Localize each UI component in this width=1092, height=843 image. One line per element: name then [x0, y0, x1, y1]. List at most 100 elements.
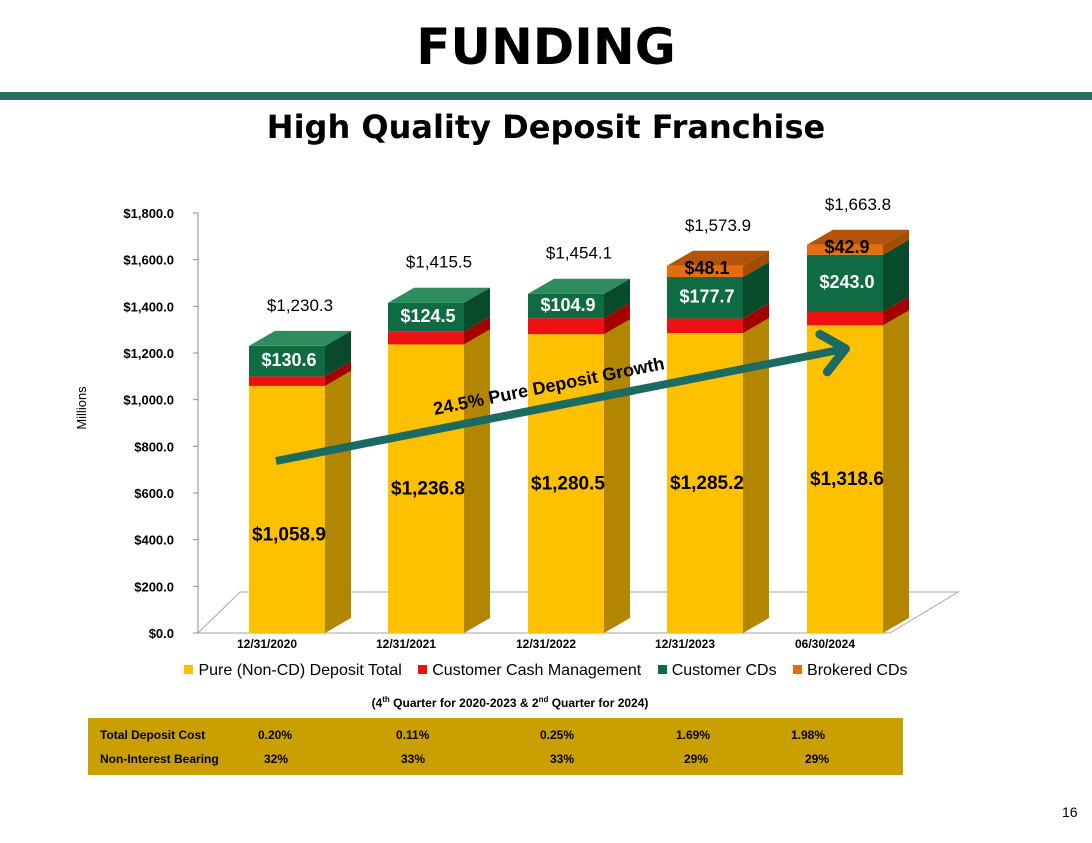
page-title: FUNDING: [416, 18, 676, 76]
y-tick-label: $0.0: [149, 626, 174, 641]
bar-segment-side: [883, 296, 909, 326]
stats-cell: 1.69%: [676, 728, 711, 742]
bar-segment: [249, 376, 325, 386]
bar-total-label: $1,230.3: [267, 296, 333, 315]
x-tick-label: 12/31/2021: [376, 637, 436, 651]
bar-segment-side: [883, 310, 909, 633]
stats-cell: 33%: [401, 752, 426, 766]
bar-value-label: $1,285.2: [670, 473, 744, 494]
stats-cell: 32%: [264, 752, 289, 766]
stats-cell: 0.11%: [396, 728, 430, 742]
bar-segment-side: [743, 250, 769, 277]
x-tick-label: 12/31/2022: [516, 637, 576, 651]
bar-value-label: $48.1: [684, 258, 729, 278]
stats-row-label: Total Deposit Cost: [100, 728, 206, 742]
chart-legend: Pure (Non-CD) Deposit Total Customer Cas…: [0, 662, 1092, 680]
bar-segment: [667, 318, 743, 334]
y-axis-title: Millions: [74, 386, 89, 430]
bar-segment-side: [325, 330, 351, 377]
stats-cell: 29%: [805, 752, 830, 766]
bar-total-label: $1,663.8: [825, 195, 891, 214]
legend-swatch: [657, 665, 667, 674]
bar-segment: [388, 331, 464, 345]
bar-segment: [807, 254, 883, 312]
bar-top: [388, 287, 490, 303]
bar-segment-side: [743, 318, 769, 633]
bar-top: [667, 250, 769, 266]
y-tick-label: $1,600.0: [123, 253, 174, 268]
chart-labels: 12/31/2020 12/31/2021 12/31/2022 12/31/2023…: [237, 195, 891, 651]
bar-value-label: $1,318.6: [810, 469, 884, 490]
chart-axes: $0.0 $200.0 $400.0 $600.0 $800.0 $1,000.0 $1,2…: [123, 206, 199, 641]
bar-segment: [807, 325, 883, 633]
x-tick-label: 06/30/2024: [795, 637, 855, 651]
bar-segment-side: [883, 239, 909, 312]
stats-cell: 29%: [684, 752, 709, 766]
bar-segment: [807, 311, 883, 326]
y-tick-label: $1,400.0: [123, 299, 174, 314]
page-number: 16: [1062, 804, 1078, 820]
bar-segment: [388, 302, 464, 332]
y-tick-label: $1,800.0: [123, 206, 174, 221]
legend-swatch: [184, 665, 194, 674]
y-tick-label: $600.0: [134, 486, 174, 501]
bar-segment-side: [464, 329, 490, 633]
bar-segment: [528, 293, 604, 319]
deposit-stats-table: Total Deposit Cost 0.20% 0.11% 0.25% 1.6…: [88, 718, 903, 775]
bar-value-label: $130.6: [261, 350, 316, 370]
bar-segment-side: [743, 303, 769, 334]
footnote-sup: th: [382, 695, 390, 704]
legend-swatch: [793, 665, 803, 674]
stats-row-label: Non-Interest Bearing: [100, 752, 219, 766]
bar-segment-side: [464, 287, 490, 332]
bar-segment: [249, 345, 325, 377]
bar-total-label: $1,454.1: [546, 244, 612, 263]
bar-top: [528, 278, 630, 294]
y-tick-label: $200.0: [134, 579, 174, 594]
x-tick-label: 12/31/2020: [237, 637, 297, 651]
page-subtitle: High Quality Deposit Franchise: [266, 108, 826, 146]
bar-total-label: $1,573.9: [685, 216, 751, 235]
stats-cell: 1.98%: [791, 728, 826, 742]
growth-arrow: [275, 329, 850, 465]
stats-cell: 0.25%: [540, 728, 575, 742]
bar-segment: [528, 334, 604, 633]
bar-top: [807, 229, 909, 245]
footnote-text: Quarter for 2020-2023 & 2: [389, 696, 539, 710]
footnote-sup: nd: [538, 695, 549, 704]
x-tick-label: 12/31/2023: [655, 637, 715, 651]
bar-segment-side: [464, 316, 490, 345]
y-tick-label: $1,200.0: [123, 346, 174, 361]
stats-cell: 33%: [550, 752, 575, 766]
bar-segment-side: [883, 229, 909, 255]
stats-row-total-deposit-cost: Total Deposit Cost 0.20% 0.11% 0.25% 1.6…: [88, 728, 903, 748]
bar-segment-side: [604, 303, 630, 335]
legend-label: Pure (Non-CD) Deposit Total: [198, 662, 402, 679]
bar-value-label: $1,236.8: [391, 479, 465, 500]
bar-segment-side: [325, 361, 351, 386]
legend-label: Customer CDs: [671, 662, 777, 679]
bar-segment: [667, 265, 743, 277]
footnote-text: Quarter for 2024): [548, 696, 649, 710]
bar-value-label: $124.5: [400, 306, 455, 326]
bar-segment: [667, 276, 743, 319]
bar-segment: [388, 344, 464, 633]
bar-segment: [249, 385, 325, 633]
legend-item-customer-cds: Customer CDs: [657, 662, 777, 680]
bar-segment-side: [604, 278, 630, 319]
chart-bars: [249, 229, 909, 633]
bar-top: [249, 330, 351, 346]
stats-row-non-interest-bearing: Non-Interest Bearing 32% 33% 33% 29% 29%: [88, 752, 903, 772]
bar-segment: [528, 318, 604, 335]
bar-segment-side: [743, 261, 769, 319]
bar-value-label: $177.7: [679, 287, 734, 307]
chart-footnote: (4th Quarter for 2020-2023 & 2nd Quarter…: [0, 695, 1020, 710]
y-tick-label: $800.0: [134, 439, 174, 454]
legend-label: Brokered CDs: [807, 662, 908, 679]
bar-segment-side: [325, 370, 351, 633]
stats-cell: 0.20%: [258, 728, 293, 742]
legend-swatch: [418, 665, 428, 674]
legend-item-cash-management: Customer Cash Management: [418, 662, 641, 680]
legend-label: Customer Cash Management: [432, 662, 642, 679]
bar-total-label: $1,415.5: [406, 253, 472, 272]
